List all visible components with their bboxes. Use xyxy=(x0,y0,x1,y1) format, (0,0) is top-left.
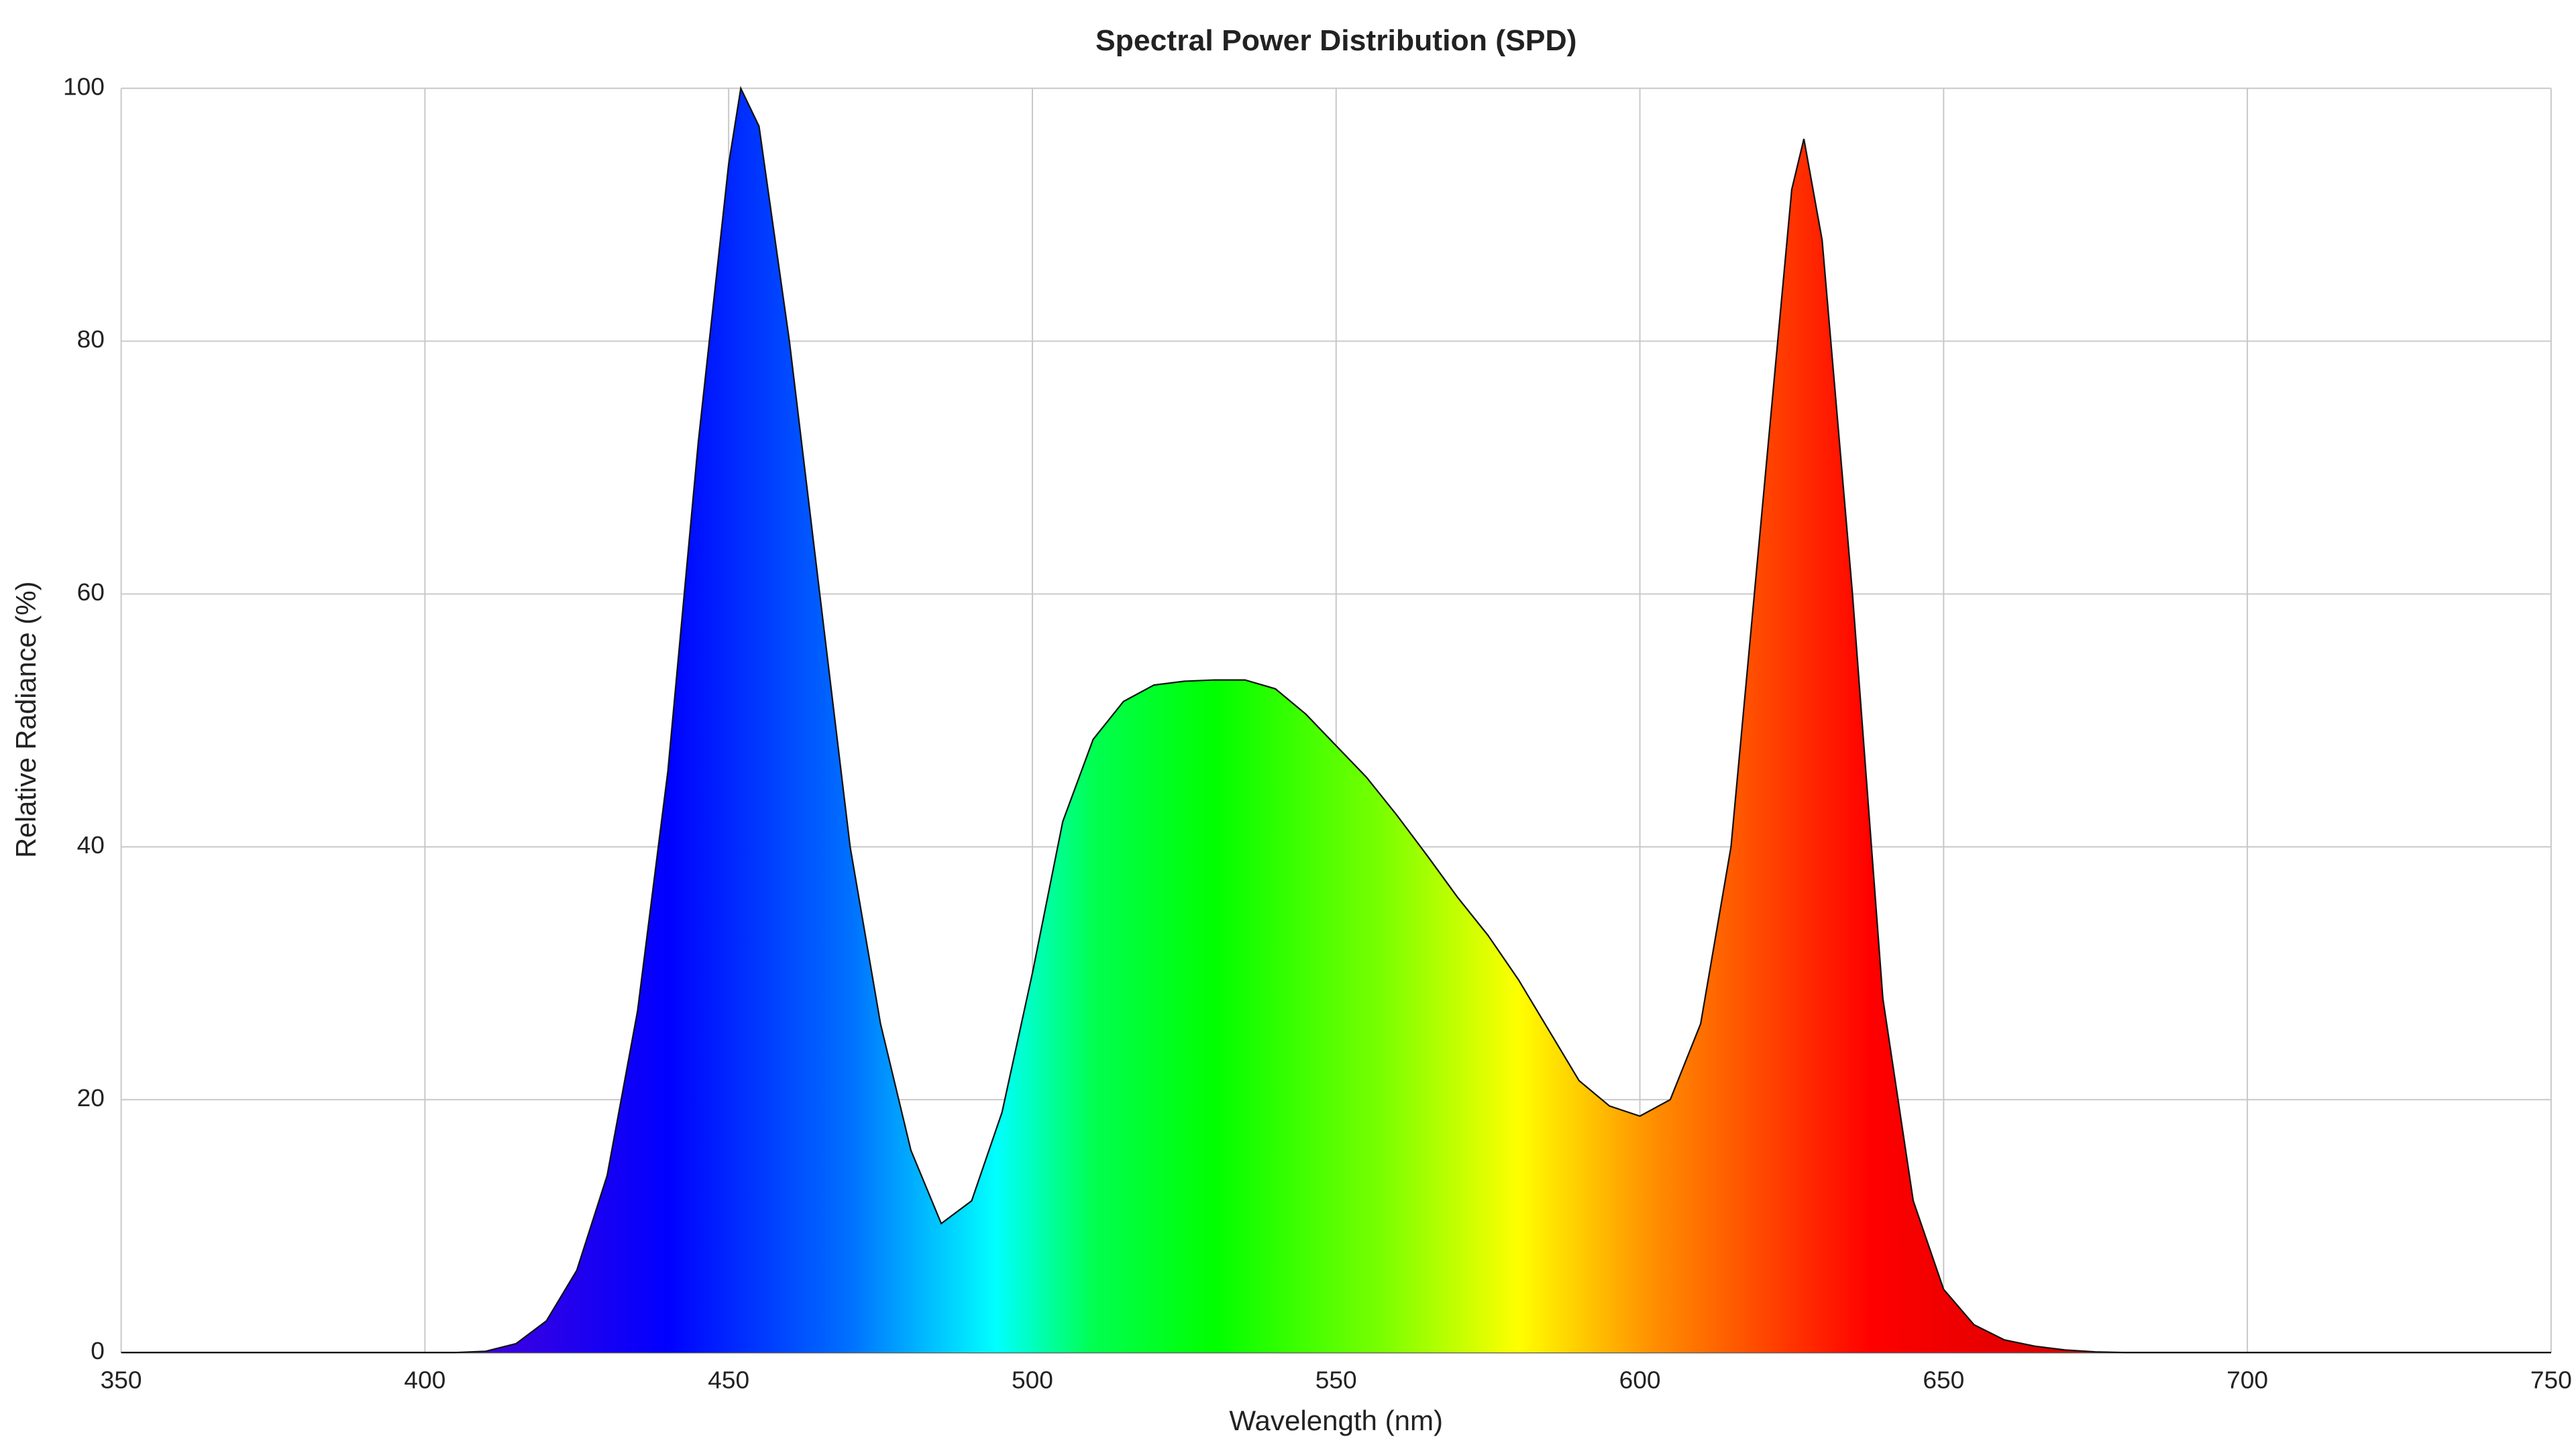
x-tick-label: 650 xyxy=(1923,1366,1964,1394)
y-tick-label: 20 xyxy=(77,1084,105,1112)
x-tick-label: 400 xyxy=(404,1366,445,1394)
y-tick-label: 100 xyxy=(63,73,105,101)
x-axis-label: Wavelength (nm) xyxy=(1229,1405,1443,1436)
x-tick-label: 700 xyxy=(2226,1366,2268,1394)
y-tick-label: 0 xyxy=(91,1337,105,1364)
y-tick-label: 80 xyxy=(77,325,105,353)
y-axis-label: Relative Radiance (%) xyxy=(10,582,42,858)
y-tick-label: 40 xyxy=(77,831,105,859)
x-tick-label: 750 xyxy=(2530,1366,2572,1394)
x-tick-label: 600 xyxy=(1619,1366,1661,1394)
area-fill xyxy=(121,88,2551,1353)
x-tick-label: 550 xyxy=(1316,1366,1357,1394)
x-tick-label: 450 xyxy=(708,1366,749,1394)
x-tick-label: 350 xyxy=(101,1366,142,1394)
y-tick-label: 60 xyxy=(77,578,105,606)
chart-title: Spectral Power Distribution (SPD) xyxy=(1095,24,1577,57)
x-tick-label: 500 xyxy=(1012,1366,1053,1394)
area-line xyxy=(121,85,2551,1354)
